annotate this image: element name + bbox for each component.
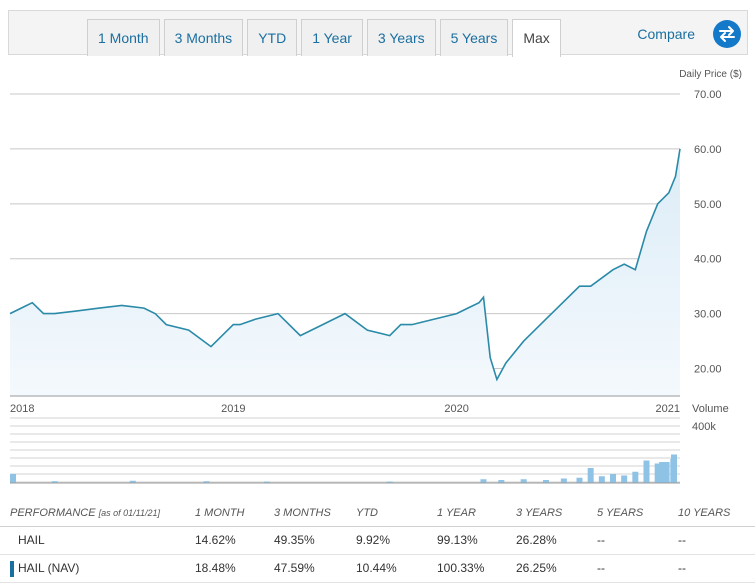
cell-5-years: -- — [597, 561, 605, 575]
tab-3-months[interactable]: 3 Months — [163, 19, 244, 56]
cell-ytd: 10.44% — [356, 561, 397, 575]
cell-1-year: 99.13% — [437, 533, 478, 547]
volume-bar — [598, 476, 605, 483]
volume-bar — [663, 462, 670, 483]
tab-max[interactable]: Max — [512, 19, 561, 57]
volume-bar — [386, 481, 393, 483]
price-tick-label: 20.00 — [694, 364, 722, 376]
cell-1-month: 18.48% — [195, 561, 236, 575]
volume-bar — [10, 474, 16, 483]
volume-tick-label: 400k — [692, 421, 716, 433]
volume-bar — [480, 479, 487, 483]
volume-bar — [520, 479, 527, 483]
compare-arrows-icon[interactable] — [713, 20, 741, 48]
volume-bar — [659, 462, 666, 483]
cell-ytd: 9.92% — [356, 533, 391, 547]
performance-table: PERFORMANCE [as of 01/11/21] 1 MONTH 3 M… — [0, 500, 755, 583]
price-axis-title: Daily Price ($) — [679, 69, 742, 80]
tab-1-month[interactable]: 1 Month — [87, 19, 160, 56]
price-area-fill — [10, 148, 680, 396]
year-tick-label: 2020 — [444, 403, 468, 415]
price-series-line — [9, 148, 681, 382]
header-ytd: YTD — [356, 507, 378, 519]
cell-3-years: 26.28% — [516, 533, 557, 547]
volume-bar — [560, 478, 567, 483]
volume-bar — [610, 474, 616, 483]
cell-1-year: 100.33% — [437, 561, 485, 575]
cell-10-years: -- — [678, 561, 686, 575]
price-tick-label: 40.00 — [694, 254, 722, 266]
header-5-years: 5 YEARS — [597, 507, 644, 519]
performance-row-hail-nav: HAIL (NAV) 18.48% 47.59% 10.44% 100.33% … — [0, 555, 755, 583]
performance-title: PERFORMANCE [as of 01/11/21] — [10, 507, 161, 519]
row-name: HAIL — [18, 533, 45, 547]
row-name: HAIL (NAV) — [18, 561, 80, 575]
cell-1-month: 14.62% — [195, 533, 236, 547]
header-1-year: 1 YEAR — [437, 507, 476, 519]
tab-1-year[interactable]: 1 Year — [301, 19, 363, 56]
volume-axis-title: Volume — [692, 403, 729, 415]
price-tick-label: 30.00 — [694, 309, 722, 321]
volume-bar — [263, 481, 270, 483]
cell-10-years: -- — [678, 533, 686, 547]
volume-bar — [576, 477, 583, 483]
volume-bar — [51, 481, 58, 483]
price-tick-label: 60.00 — [694, 144, 722, 156]
period-tabs: 1 Month 3 Months YTD 1 Year 3 Years 5 Ye… — [87, 19, 561, 57]
tab-3-years[interactable]: 3 Years — [366, 19, 436, 56]
performance-row-hail: HAIL 14.62% 49.35% 9.92% 99.13% 26.28% -… — [0, 527, 755, 555]
period-tab-bar: 1 Month 3 Months YTD 1 Year 3 Years 5 Ye… — [8, 10, 748, 57]
cell-3-years: 26.25% — [516, 561, 557, 575]
compare-link[interactable]: Compare — [637, 26, 695, 42]
cell-3-months: 47.59% — [274, 561, 315, 575]
volume-bar — [587, 468, 594, 483]
volume-bar — [129, 480, 136, 483]
header-3-years: 3 YEARS — [516, 507, 563, 519]
volume-bar — [621, 475, 628, 483]
tab-5-years[interactable]: 5 Years — [439, 19, 509, 56]
cell-3-months: 49.35% — [274, 533, 315, 547]
volume-bar — [498, 480, 505, 483]
volume-bar — [643, 460, 650, 483]
price-tick-label: 70.00 — [694, 89, 722, 101]
year-tick-label: 2021 — [656, 403, 680, 415]
price-volume-chart: Daily Price ($) 20.00 30.00 40.00 50.00 60.00… — [9, 69, 742, 484]
nav-series-marker — [10, 561, 14, 577]
volume-bar — [203, 481, 210, 483]
performance-header-row: PERFORMANCE [as of 01/11/21] 1 MONTH 3 M… — [0, 500, 755, 527]
price-tick-label: 50.00 — [694, 199, 722, 211]
year-tick-label: 2018 — [10, 403, 34, 415]
header-3-months: 3 MONTHS — [274, 507, 331, 519]
tab-ytd[interactable]: YTD — [247, 19, 298, 56]
volume-bar — [654, 463, 661, 483]
header-10-years: 10 YEARS — [678, 507, 731, 519]
year-tick-label: 2019 — [221, 403, 245, 415]
volume-bar — [671, 454, 677, 483]
performance-as-of-date: [as of 01/11/21] — [98, 508, 161, 518]
volume-bar — [543, 480, 549, 483]
volume-bar — [632, 471, 639, 483]
cell-5-years: -- — [597, 533, 605, 547]
header-1-month: 1 MONTH — [195, 507, 245, 519]
